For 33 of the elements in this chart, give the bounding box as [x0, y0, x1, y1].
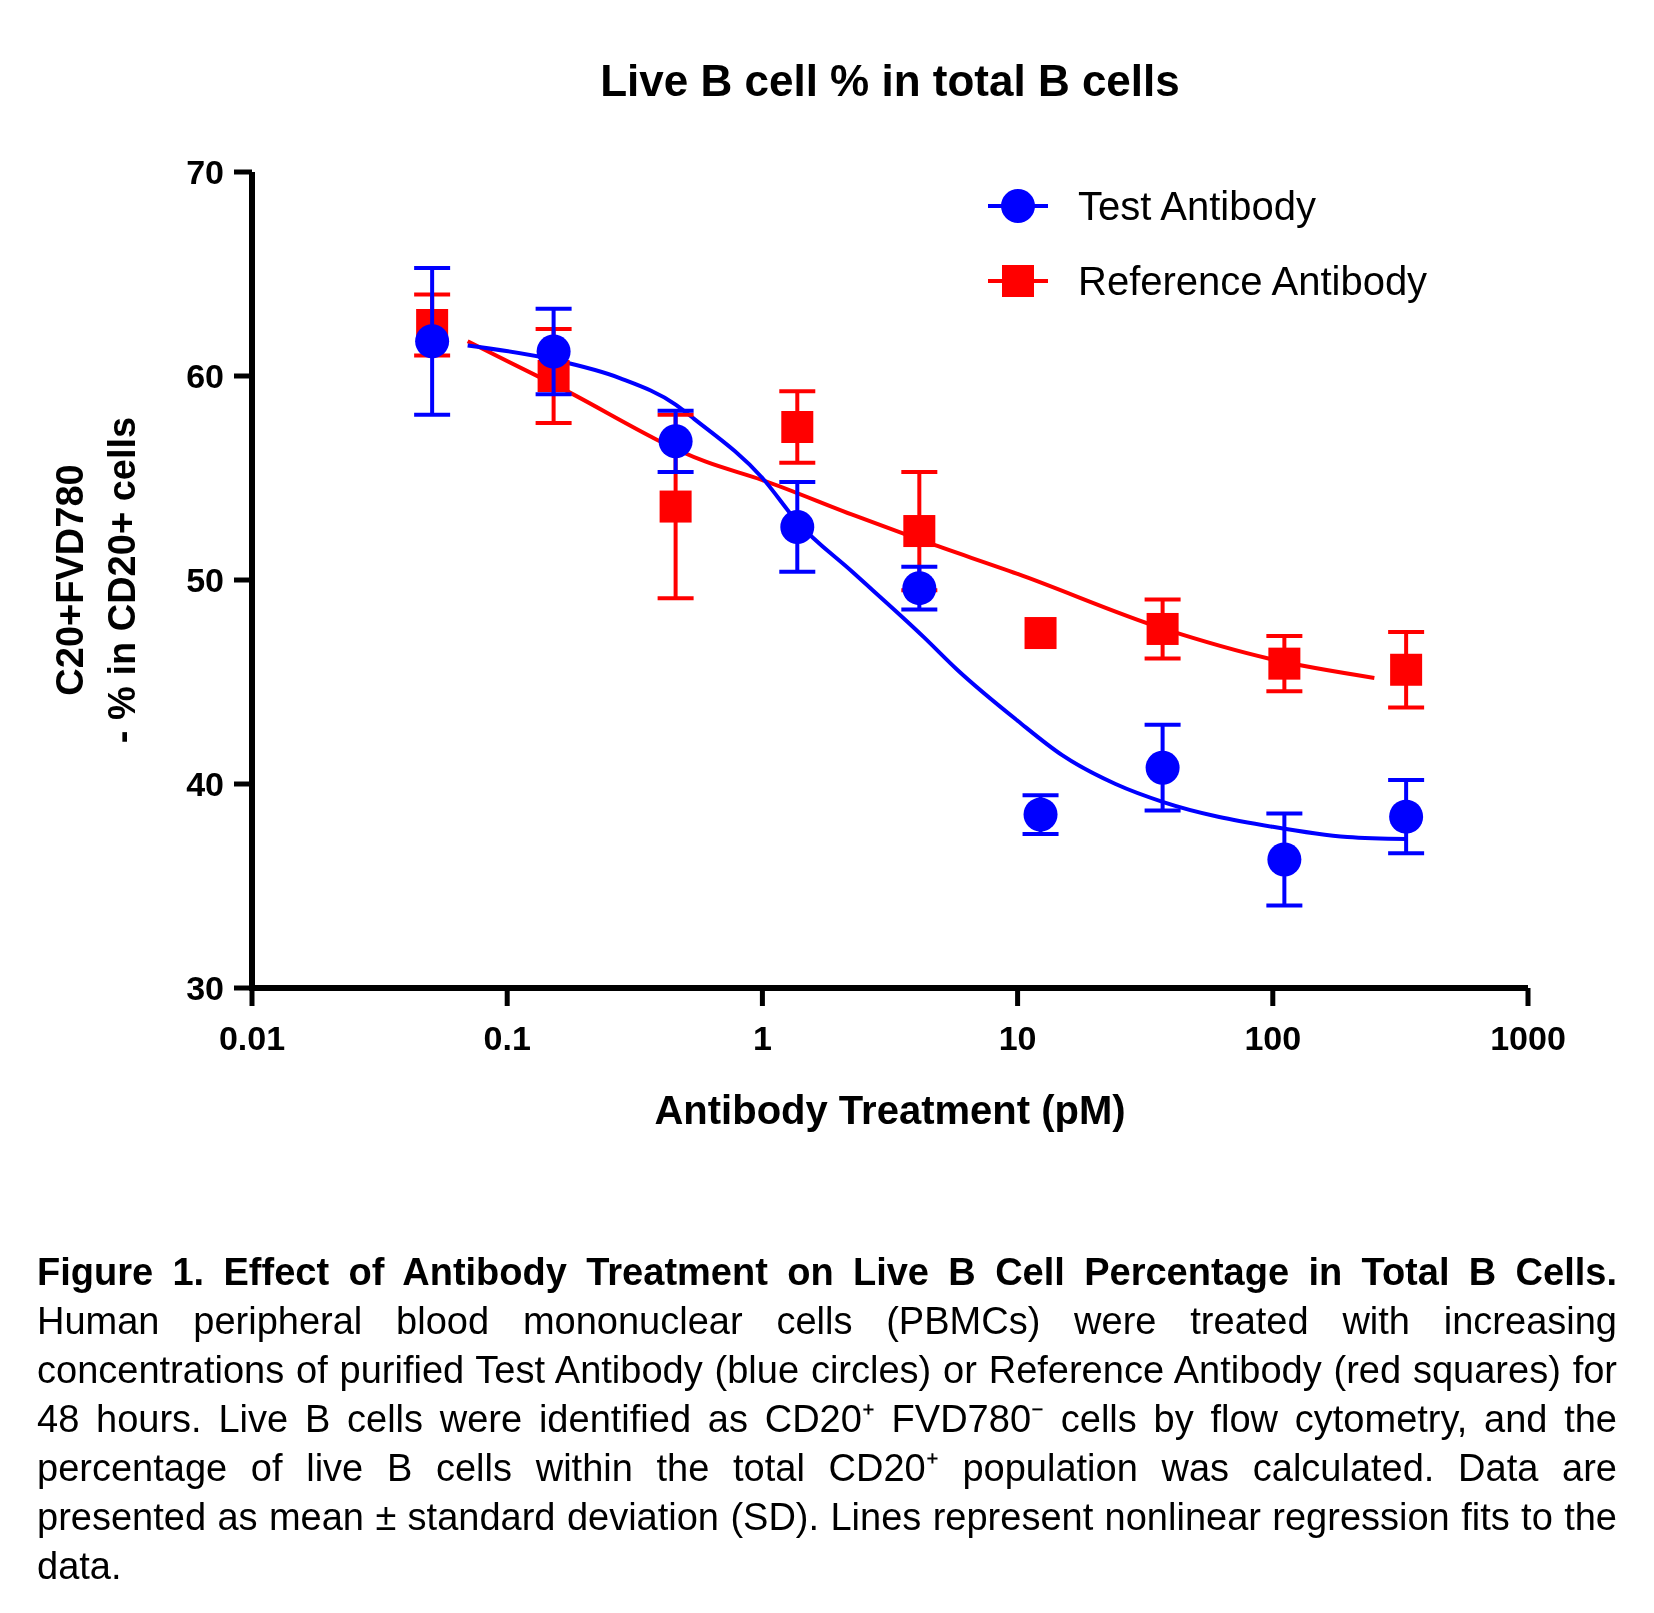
y-tick-label: 30	[186, 968, 224, 1007]
point	[780, 509, 815, 544]
point	[1390, 653, 1423, 686]
point	[1146, 612, 1179, 645]
x-tick-label: 10	[998, 1019, 1037, 1057]
point	[902, 571, 937, 606]
point	[781, 411, 814, 443]
point	[1267, 842, 1302, 877]
point	[903, 515, 936, 548]
point	[1268, 647, 1301, 680]
text: Human peripheral blood mononuclear cells (PBMCs) were treated with increasing concentrations of purified Test Antibody (blue circles) or Reference Antibody (red squares) for 48 hours. Live B cells were identified as CD20⁺ FVD780⁻ cells by flow cytometry, and the percentage of live B cells within the total CD20⁺ population was calculated. Data are presented as mean ± standard deviation (SD). Lines represent nonlinear regression fits to the data.	[37, 1300, 1617, 1587]
y-tick-label: 40	[186, 764, 224, 803]
chart-title: Live B cell % in total B cells	[600, 56, 1180, 105]
point	[658, 424, 693, 459]
legend-label: Test Antibody	[1078, 184, 1316, 228]
point	[1024, 617, 1057, 650]
x-tick-label: 1000	[1490, 1019, 1566, 1057]
x-tick-label: 100	[1244, 1019, 1302, 1057]
x-tick-label: 0.1	[483, 1019, 531, 1057]
x-axis-title: Antibody Treatment (pM)	[654, 1088, 1126, 1132]
point	[415, 324, 450, 359]
y-tick-label: 50	[186, 560, 224, 599]
x-tick-label: 1	[752, 1019, 772, 1057]
y-axis-title: C20+FVD780 - % in CD20+ cells	[49, 416, 143, 744]
point	[1389, 799, 1424, 834]
point	[659, 490, 692, 523]
point	[536, 334, 571, 369]
legend-label: Reference Antibody	[1078, 259, 1428, 303]
point	[1145, 750, 1180, 785]
x-tick-label: 0.01	[218, 1019, 286, 1057]
y-tick-label: 60	[186, 356, 224, 395]
caption: Figure 1. Effect of Antibody Treatment on Live B Cell Percentage in Total B Cells.	[37, 1251, 1617, 1293]
y-tick-label: 70	[186, 152, 224, 191]
